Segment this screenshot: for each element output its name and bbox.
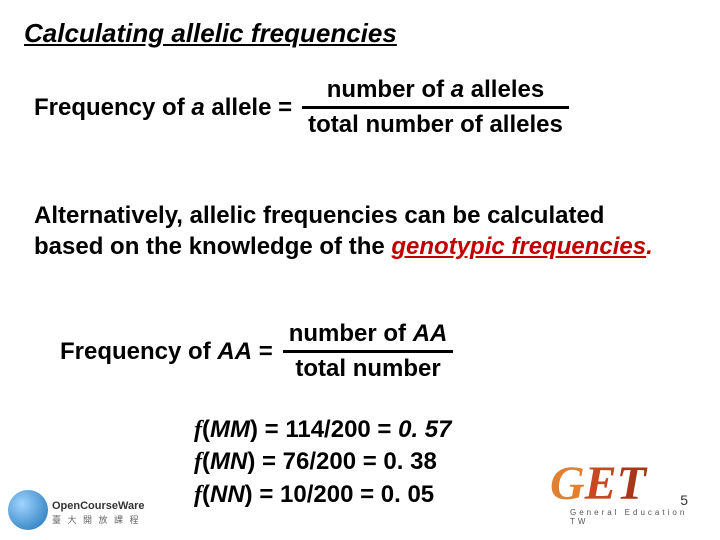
opencourseware-logo: OpenCourseWare 臺 大 開 放 課 程 [8, 488, 148, 532]
get-subtitle: General Education TW [570, 508, 706, 526]
calc-fn: f [194, 482, 202, 508]
formula1-num-allele: a [451, 76, 464, 103]
formula2-num-pre: number of [289, 320, 413, 347]
formula2-num-geno: AA [413, 320, 448, 347]
get-g: G [550, 457, 585, 510]
logo-left-line2: 臺 大 開 放 課 程 [52, 513, 141, 526]
formula1-numerator: number of a alleles [321, 76, 550, 106]
formula2-numerator: number of AA [283, 320, 454, 350]
formula2-denominator: total number [289, 353, 446, 383]
get-e: E [585, 457, 617, 510]
calc-open: ( [202, 416, 210, 443]
formula1-lhs: Frequency of a allele = [34, 94, 292, 122]
calc-geno: MN [210, 448, 247, 475]
calc-expr: 10/200 = 0. 05 [280, 481, 434, 508]
calc-result: 0. 57 [398, 416, 451, 443]
formula2-lhs-pre: Frequency of [60, 338, 217, 365]
calc-row-nn: f(NN) = 10/200 = 0. 05 [194, 479, 452, 511]
calc-expr: 76/200 = 0. 38 [283, 448, 437, 475]
formula1-lhs-allele: a [191, 94, 204, 121]
logo-left-line1: OpenCourseWare [52, 500, 145, 512]
calc-open: ( [202, 448, 210, 475]
slide-title: Calculating allelic frequencies [24, 18, 397, 49]
calc-geno: NN [210, 481, 245, 508]
page-number: 5 [680, 492, 688, 508]
formula2-lhs-post: = [252, 338, 273, 365]
get-logo-text: GET [550, 456, 646, 511]
get-logo: GET General Education TW [570, 456, 710, 530]
formula1-lhs-post: allele = [205, 94, 292, 121]
formula2-lhs: Frequency of AA = [60, 338, 273, 366]
formula1-denominator: total number of alleles [302, 109, 569, 139]
formula1-num-post: alleles [464, 76, 544, 103]
formula2-fraction: number of AA total number [283, 320, 454, 383]
formula1-num-pre: number of [327, 76, 451, 103]
calc-fn: f [194, 417, 202, 443]
calc-close: ) = [245, 481, 280, 508]
formula2-lhs-geno: AA [217, 338, 252, 365]
formula1-lhs-pre: Frequency of [34, 94, 191, 121]
calc-open: ( [202, 481, 210, 508]
calc-geno: MM [210, 416, 250, 443]
paragraph-dot: . [646, 233, 653, 260]
calc-fn: f [194, 449, 202, 475]
paragraph: Alternatively, allelic frequencies can b… [34, 200, 680, 262]
calc-row-mn: f(MN) = 76/200 = 0. 38 [194, 446, 452, 478]
globe-icon [8, 490, 48, 530]
calc-row-mm: f(MM) = 114/200 = 0. 57 [194, 414, 452, 446]
calc-expr: 114/200 = [285, 416, 398, 443]
calc-close: ) = [250, 416, 285, 443]
allele-frequency-formula: Frequency of a allele = number of a alle… [34, 76, 569, 139]
get-t: T [617, 457, 646, 510]
genotype-frequency-formula: Frequency of AA = number of AA total num… [60, 320, 453, 383]
calc-close: ) = [247, 448, 282, 475]
formula1-fraction: number of a alleles total number of alle… [302, 76, 569, 139]
paragraph-emphasis: genotypic frequencies [391, 233, 646, 260]
calculations: f(MM) = 114/200 = 0. 57 f(MN) = 76/200 =… [194, 414, 452, 511]
